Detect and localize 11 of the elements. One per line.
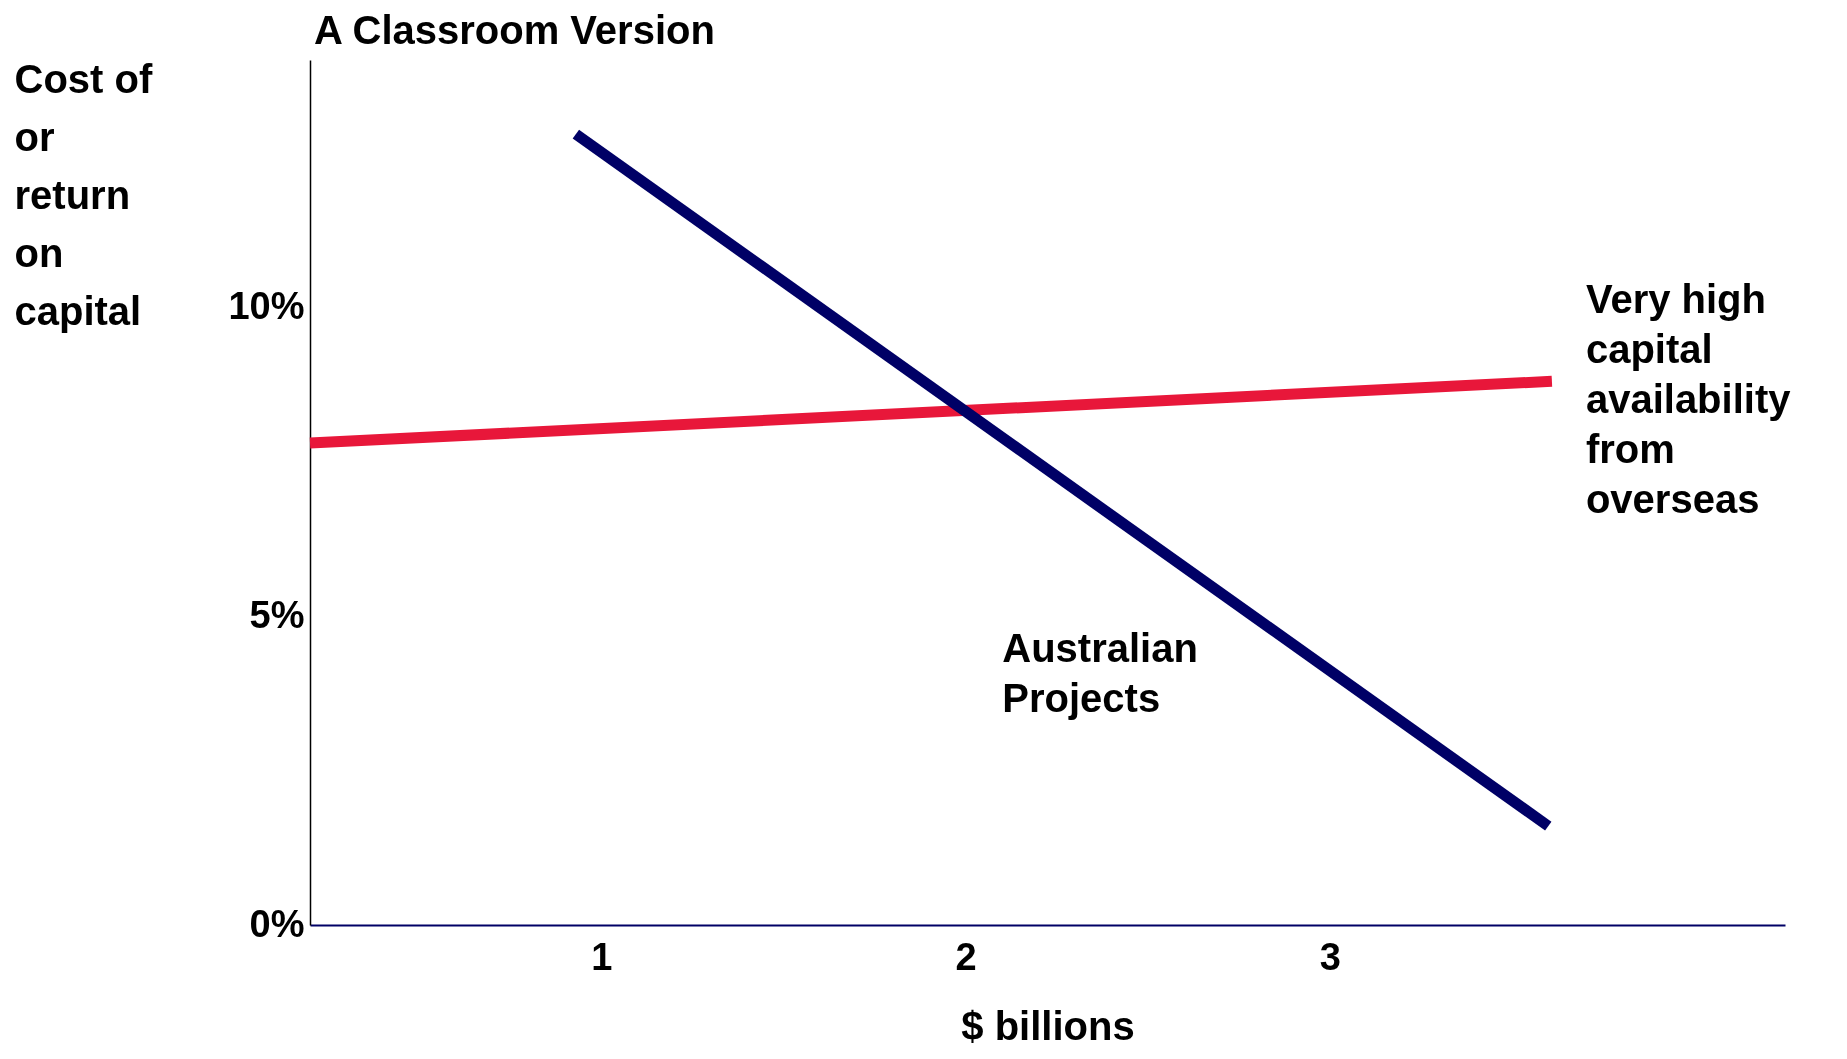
x-tick-label: 3 (1319, 935, 1341, 978)
x-tick-label: 1 (591, 935, 613, 978)
y-axis-title: Cost of or return on capital (14, 56, 153, 333)
y-tick-label: 0% (249, 902, 305, 945)
series-label: Very high capital availability from overseas (1585, 277, 1792, 522)
chart-title: A Classroom Version (314, 8, 715, 52)
y-tick-label: 10% (228, 284, 305, 327)
x-axis-title: $ billions (961, 1003, 1135, 1048)
series-label: Australian Projects (1002, 626, 1198, 721)
x-tick-label: 2 (955, 935, 977, 978)
y-tick-label: 5% (249, 593, 305, 636)
